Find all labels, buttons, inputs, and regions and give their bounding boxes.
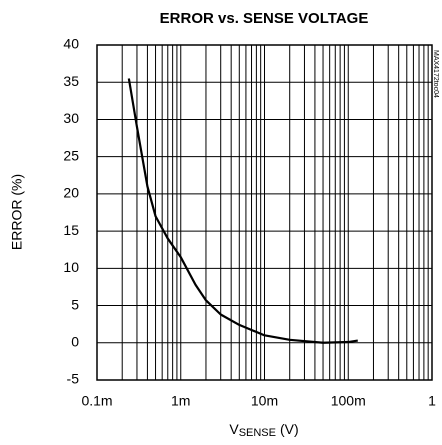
data-line xyxy=(127,78,358,344)
y-tick-label: 25 xyxy=(63,147,79,163)
y-tick-label: 15 xyxy=(63,222,79,238)
y-tick-label: -5 xyxy=(67,371,80,387)
x-tick-label: 1 xyxy=(428,393,436,409)
y-tick-label: 20 xyxy=(63,185,79,201)
x-tick-label: 100m xyxy=(331,393,366,409)
x-tick-label: 10m xyxy=(251,393,278,409)
y-tick-label: 0 xyxy=(71,333,79,349)
plot-frame xyxy=(96,44,433,381)
x-tick-label: 1m xyxy=(171,393,190,409)
y-tick-label: 35 xyxy=(63,73,79,89)
annotation: MAX4172toc04 xyxy=(432,50,439,98)
y-tick-label: 5 xyxy=(71,296,79,312)
x-axis-label: VSENSE (V) xyxy=(229,421,298,439)
y-axis-label: ERROR (%) xyxy=(9,174,25,250)
y-tick-label: 40 xyxy=(63,36,79,52)
y-tick-label: 10 xyxy=(63,259,79,275)
chart-title: ERROR vs. SENSE VOLTAGE xyxy=(160,10,369,27)
y-tick-label: 30 xyxy=(63,110,79,126)
x-label-sub: SENSE xyxy=(239,427,276,439)
x-label-unit: (V) xyxy=(280,421,299,437)
x-tick-label: 0.1m xyxy=(81,393,112,409)
x-label-main: V xyxy=(229,421,239,437)
